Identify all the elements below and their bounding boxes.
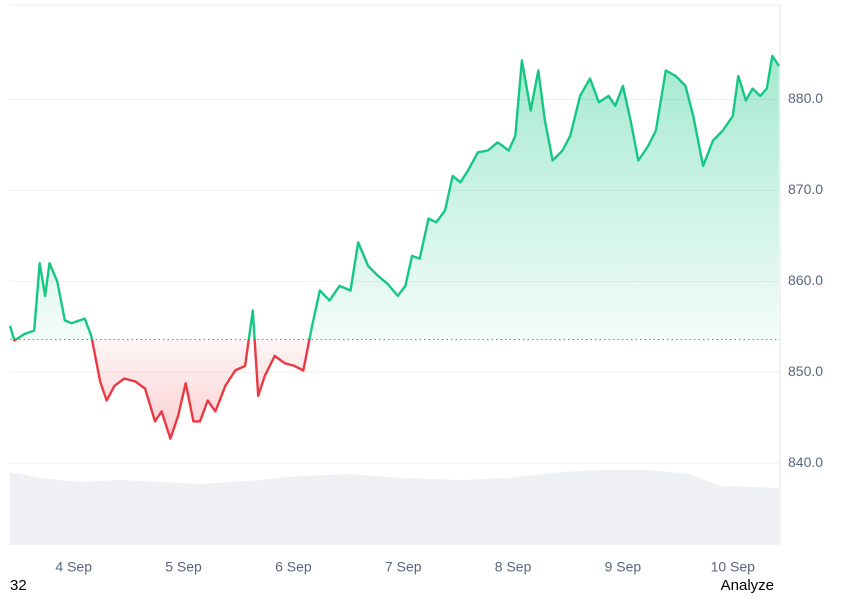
price-line: [8, 54, 780, 440]
footer-right[interactable]: Analyze: [721, 577, 774, 594]
y-tick-label: 850.0: [788, 363, 823, 379]
y-tick-label: 870.0: [788, 181, 823, 197]
x-tick-label: 6 Sep: [275, 559, 312, 575]
y-tick-label: 880.0: [788, 90, 823, 106]
volume-area: [10, 470, 780, 545]
y-tick-label: 860.0: [788, 272, 823, 288]
x-tick-label: 9 Sep: [605, 559, 642, 575]
area: [10, 55, 779, 439]
y-tick-label: 840.0: [788, 454, 823, 470]
x-tick-label: 7 Sep: [385, 559, 422, 575]
x-tick-label: 8 Sep: [495, 559, 532, 575]
x-tick-label: 5 Sep: [165, 559, 202, 575]
x-tick-label: 4 Sep: [55, 559, 92, 575]
x-tick-label: 10 Sep: [711, 559, 756, 575]
footer-left: 32: [10, 577, 27, 594]
